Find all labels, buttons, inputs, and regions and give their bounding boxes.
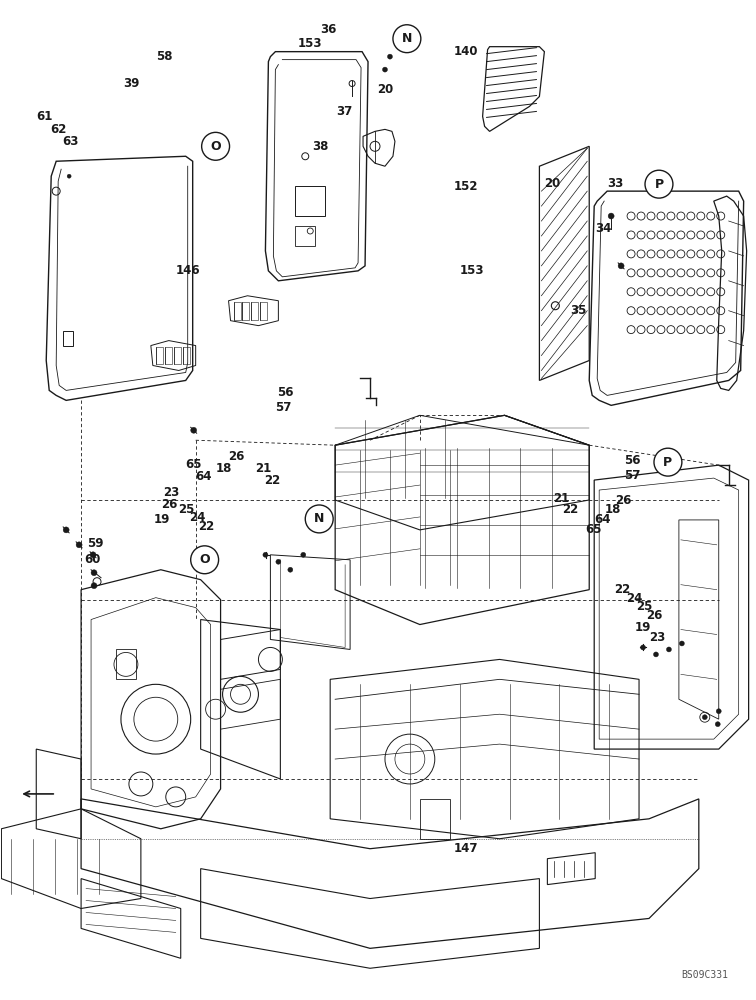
Text: 21: 21 bbox=[553, 492, 569, 505]
Text: 19: 19 bbox=[635, 621, 651, 634]
Text: 153: 153 bbox=[460, 264, 484, 277]
Text: 33: 33 bbox=[607, 177, 623, 190]
Text: P: P bbox=[663, 456, 673, 469]
Text: BS09C331: BS09C331 bbox=[682, 970, 729, 980]
Text: 34: 34 bbox=[595, 222, 612, 235]
Text: P: P bbox=[655, 178, 664, 191]
Text: 20: 20 bbox=[544, 177, 560, 190]
Text: 26: 26 bbox=[162, 498, 178, 511]
Text: 146: 146 bbox=[175, 264, 200, 277]
Text: 23: 23 bbox=[163, 486, 179, 499]
Circle shape bbox=[305, 505, 333, 533]
Circle shape bbox=[393, 25, 421, 53]
Circle shape bbox=[667, 647, 671, 652]
Text: 25: 25 bbox=[178, 503, 195, 516]
Text: 56: 56 bbox=[277, 386, 293, 399]
Circle shape bbox=[645, 170, 673, 198]
Circle shape bbox=[608, 213, 614, 219]
Circle shape bbox=[191, 427, 197, 433]
Text: 22: 22 bbox=[562, 503, 578, 516]
Text: 64: 64 bbox=[195, 470, 212, 483]
Circle shape bbox=[67, 174, 71, 178]
Text: 60: 60 bbox=[84, 553, 101, 566]
Circle shape bbox=[90, 552, 96, 558]
Text: 22: 22 bbox=[199, 520, 215, 533]
Text: 36: 36 bbox=[320, 23, 336, 36]
Text: O: O bbox=[200, 553, 210, 566]
Circle shape bbox=[716, 709, 721, 714]
Text: 153: 153 bbox=[298, 37, 323, 50]
Text: 18: 18 bbox=[215, 462, 232, 475]
Circle shape bbox=[76, 542, 82, 548]
Text: 35: 35 bbox=[570, 304, 587, 317]
Circle shape bbox=[91, 570, 97, 576]
Circle shape bbox=[276, 559, 281, 564]
Circle shape bbox=[288, 567, 293, 572]
Text: 56: 56 bbox=[624, 454, 640, 467]
Text: 22: 22 bbox=[265, 474, 280, 487]
Circle shape bbox=[202, 132, 230, 160]
Text: 65: 65 bbox=[585, 523, 602, 536]
Circle shape bbox=[64, 527, 69, 533]
Circle shape bbox=[618, 263, 624, 269]
Circle shape bbox=[680, 641, 684, 646]
Text: 23: 23 bbox=[649, 631, 665, 644]
Circle shape bbox=[191, 546, 218, 574]
Circle shape bbox=[263, 552, 268, 557]
Text: 26: 26 bbox=[228, 450, 245, 463]
Text: 24: 24 bbox=[190, 511, 206, 524]
Text: 57: 57 bbox=[624, 469, 640, 482]
Text: 58: 58 bbox=[156, 50, 173, 63]
Text: 57: 57 bbox=[275, 401, 292, 414]
Text: 147: 147 bbox=[454, 842, 478, 855]
Text: 19: 19 bbox=[153, 513, 170, 526]
Circle shape bbox=[383, 67, 388, 72]
Circle shape bbox=[653, 652, 658, 657]
Text: 38: 38 bbox=[312, 140, 328, 153]
Text: 63: 63 bbox=[62, 135, 79, 148]
Text: 22: 22 bbox=[614, 583, 631, 596]
Text: 25: 25 bbox=[636, 600, 652, 613]
Circle shape bbox=[702, 715, 708, 720]
Text: 64: 64 bbox=[594, 513, 610, 526]
Text: 61: 61 bbox=[36, 110, 52, 123]
Text: N: N bbox=[314, 512, 324, 525]
Text: 20: 20 bbox=[376, 83, 393, 96]
Text: 26: 26 bbox=[646, 609, 662, 622]
Text: O: O bbox=[210, 140, 221, 153]
Text: 152: 152 bbox=[454, 180, 478, 193]
Circle shape bbox=[301, 552, 305, 557]
Text: 24: 24 bbox=[626, 592, 643, 605]
Circle shape bbox=[91, 583, 97, 589]
Text: N: N bbox=[401, 32, 412, 45]
Text: 37: 37 bbox=[336, 105, 352, 118]
Text: 39: 39 bbox=[122, 77, 139, 90]
Circle shape bbox=[388, 54, 392, 59]
Text: 26: 26 bbox=[615, 493, 631, 506]
Circle shape bbox=[715, 722, 720, 727]
Text: 59: 59 bbox=[87, 537, 104, 550]
Text: 62: 62 bbox=[50, 123, 67, 136]
Text: 65: 65 bbox=[185, 458, 202, 471]
Circle shape bbox=[654, 448, 682, 476]
Text: 140: 140 bbox=[454, 45, 478, 58]
Circle shape bbox=[640, 645, 646, 650]
Text: 21: 21 bbox=[256, 462, 271, 475]
Text: 18: 18 bbox=[605, 503, 621, 516]
